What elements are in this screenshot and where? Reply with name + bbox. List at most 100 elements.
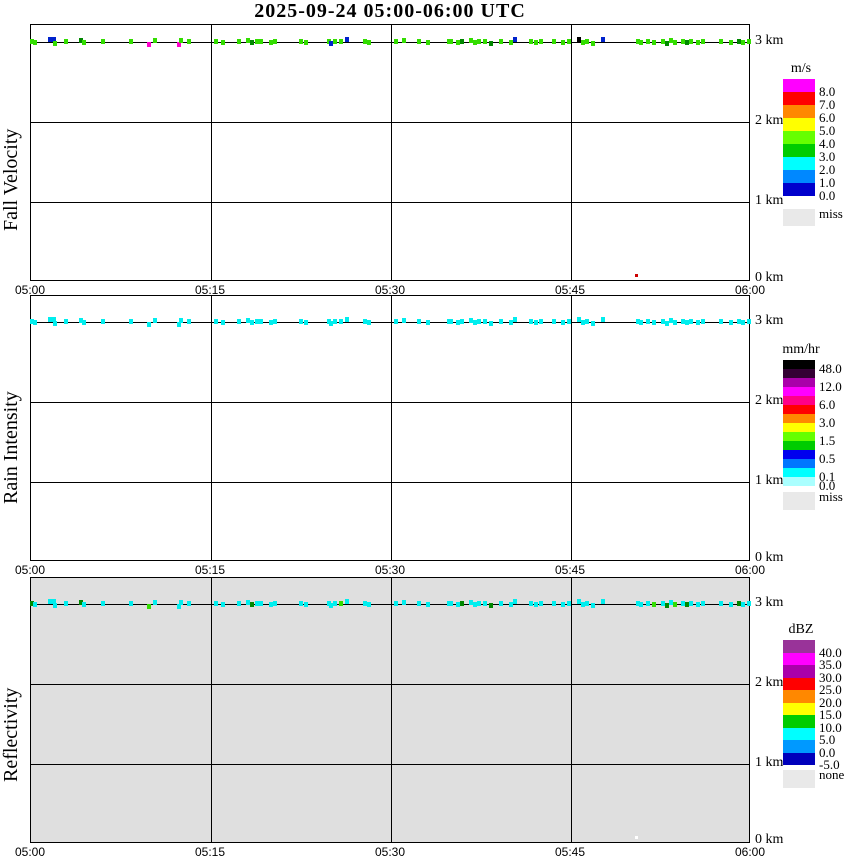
- legend-missing-band: [783, 492, 815, 510]
- ylabel-fall-velocity: Fall Velocity: [0, 128, 22, 232]
- legend-color-band: [783, 396, 815, 405]
- data-mark: [689, 39, 693, 44]
- data-mark: [326, 319, 331, 324]
- data-point: [634, 836, 638, 840]
- data-mark: [402, 600, 407, 605]
- data-mark: [509, 320, 513, 325]
- data-mark: [446, 39, 451, 44]
- gridline-km: [31, 764, 749, 765]
- data-mark: [668, 38, 673, 43]
- data-mark: [152, 38, 157, 43]
- data-mark: [482, 601, 487, 606]
- plot-fall-velocity: [30, 24, 751, 281]
- data-mark: [552, 39, 557, 44]
- legend-value-label: 5.0: [819, 732, 836, 747]
- legend-value-label: 40.0: [819, 644, 842, 660]
- data-mark: [63, 39, 68, 44]
- legend-value-label: 8.0: [819, 84, 836, 99]
- data-mark: [584, 601, 589, 606]
- legend-color-band: [783, 468, 815, 477]
- gridline-time: [211, 578, 212, 842]
- data-mark: [416, 39, 421, 44]
- gridline-time: [571, 296, 572, 560]
- legend-color-band: [783, 640, 815, 653]
- data-mark: [645, 601, 650, 606]
- data-mark: [179, 600, 183, 605]
- data-mark: [393, 601, 398, 606]
- legend-title-reflectivity: dBZ: [788, 622, 814, 637]
- data-mark: [53, 603, 57, 608]
- data-mark: [638, 320, 643, 325]
- data-mark: [740, 320, 745, 325]
- gridline-time: [211, 25, 212, 280]
- data-mark: [259, 601, 264, 606]
- data-mark: [272, 39, 277, 44]
- data-mark: [259, 39, 264, 44]
- legend-value-label: 15.0: [819, 707, 842, 722]
- legend-color-band: [783, 405, 815, 414]
- data-mark: [187, 39, 192, 44]
- data-mark: [176, 322, 181, 327]
- data-mark: [476, 601, 481, 606]
- legend-missing-label: miss: [819, 489, 843, 504]
- data-mark: [728, 320, 733, 325]
- gridline-km: [31, 202, 749, 203]
- data-mark: [601, 599, 606, 604]
- data-mark: [101, 601, 105, 606]
- data-mark: [638, 602, 643, 607]
- data-mark: [176, 604, 181, 609]
- data-mark: [689, 319, 693, 324]
- data-mark: [499, 319, 504, 324]
- legend-color-band: [783, 131, 815, 144]
- legend-color-band: [783, 414, 815, 423]
- xaxis-rain-intensity: 05:00 05:15 05:30 05:45 06:00: [15, 563, 765, 577]
- legend-value-label: 1.0: [819, 175, 836, 190]
- data-mark: [213, 601, 218, 606]
- data-mark: [362, 319, 367, 324]
- altitude-label: 2 km: [755, 113, 784, 128]
- data-mark: [249, 320, 254, 325]
- data-mark: [638, 40, 643, 45]
- x-tick-label: 05:45: [554, 283, 586, 297]
- data-mark: [456, 40, 461, 45]
- legend-value-label: 0.0: [819, 188, 836, 203]
- data-mark: [673, 602, 678, 607]
- data-mark: [81, 602, 86, 607]
- data-mark: [79, 318, 84, 323]
- data-mark: [737, 601, 741, 606]
- data-mark: [367, 602, 372, 607]
- data-mark: [221, 320, 225, 325]
- data-mark: [701, 601, 705, 606]
- gridline-km: [31, 482, 749, 483]
- data-mark: [128, 601, 133, 606]
- ylabel-rain-intensity: Rain Intensity: [0, 391, 22, 505]
- data-mark: [560, 320, 565, 325]
- data-mark: [362, 39, 367, 44]
- gridline-km: [31, 402, 749, 403]
- data-mark: [601, 37, 606, 42]
- data-mark: [416, 601, 421, 606]
- data-mark: [303, 320, 308, 325]
- data-mark: [665, 603, 669, 608]
- data-mark: [482, 319, 487, 324]
- data-mark: [696, 320, 701, 325]
- legend-color-band: [783, 477, 815, 486]
- data-mark: [469, 38, 474, 43]
- altitude-label: 0 km: [755, 270, 784, 285]
- data-mark: [701, 319, 705, 324]
- data-mark: [326, 39, 331, 44]
- data-mark: [254, 39, 259, 44]
- legend-color-band: [783, 677, 815, 690]
- data-mark: [728, 602, 733, 607]
- altitude-label: 0 km: [755, 832, 784, 847]
- data-mark: [449, 319, 453, 324]
- data-mark: [728, 40, 733, 45]
- data-mark: [101, 39, 105, 44]
- data-mark: [560, 602, 565, 607]
- data-mark: [651, 602, 656, 607]
- data-mark: [577, 599, 582, 604]
- data-mark: [221, 602, 225, 607]
- data-mark: [344, 599, 349, 604]
- data-mark: [63, 319, 68, 324]
